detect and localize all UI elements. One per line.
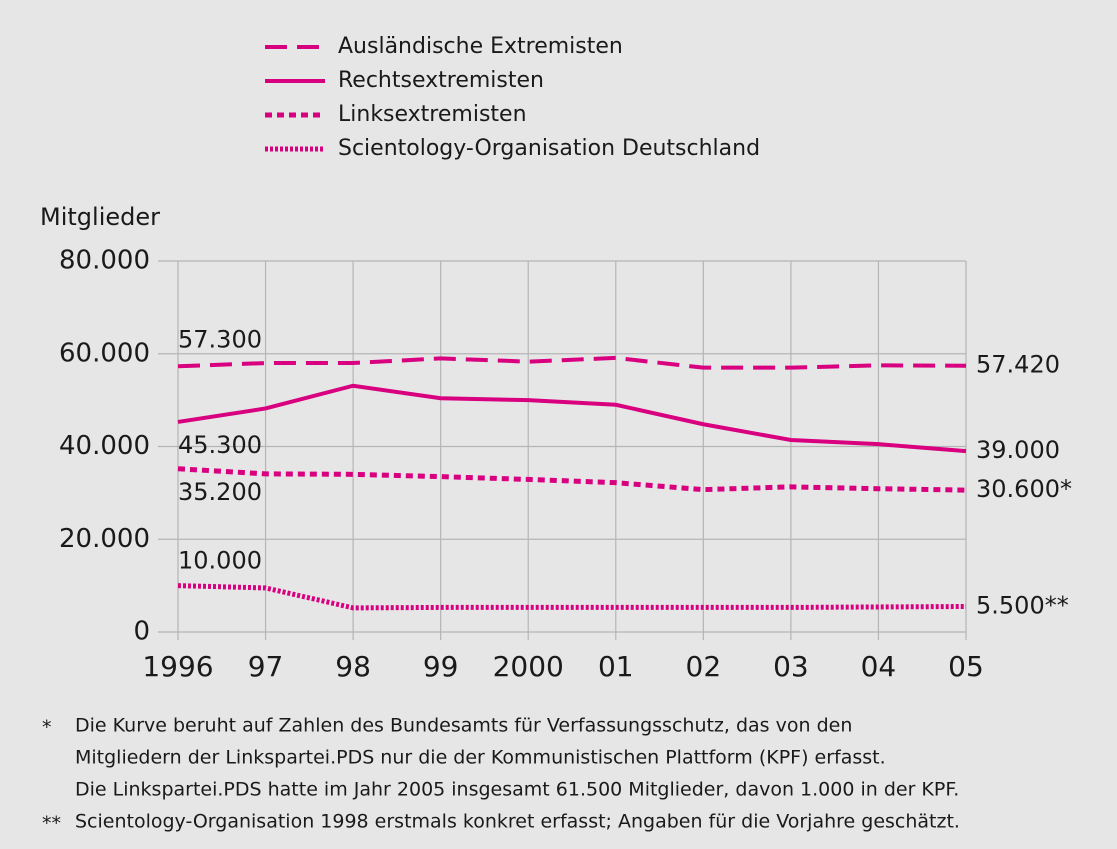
footnote-text: Die Linkspartei.PDS hatte im Jahr 2005 i… [75,779,959,801]
data-label: 57.420 [976,351,1060,379]
footnote-text: Mitgliedern der Linkspartei.PDS nur die … [75,747,886,769]
legend-label: Linksextremisten [338,102,527,127]
series-line [177,583,967,611]
y-tick-label: 0 [133,617,150,647]
legend-label: Scientology-Organisation Deutschland [338,136,760,161]
x-tick-label: 2000 [493,650,564,683]
x-tick-label: 02 [686,650,722,683]
x-tick-label: 01 [598,650,634,683]
data-label: 45.300 [178,431,262,459]
data-label: 5.500** [976,591,1069,619]
footnote-marker: ** [42,813,61,835]
y-tick-label: 80.000 [59,246,150,276]
data-label: 30.600* [976,475,1072,503]
y-tick-label: 40.000 [59,431,150,461]
x-tick-label: 04 [861,650,897,683]
series-line [177,466,967,493]
footnote-text: Scientology-Organisation 1998 erstmals k… [75,811,960,833]
y-axis-label: Mitglieder [40,203,160,231]
x-tick-label: 98 [335,650,371,683]
y-tick-label: 60.000 [59,338,150,368]
data-label: 57.300 [178,325,262,353]
legend-label: Ausländische Extremisten [338,34,623,59]
data-label: 35.200 [178,478,262,506]
data-label: 39.000 [976,436,1060,464]
x-tick-label: 03 [773,650,809,683]
x-tick-label: 99 [423,650,459,683]
footnote-text: Die Kurve beruht auf Zahlen des Bundesam… [75,715,852,737]
x-tick-label: 05 [948,650,984,683]
x-tick-label: 1996 [142,650,213,683]
footnote-marker: * [42,717,52,739]
y-tick-label: 20.000 [59,524,150,554]
data-label: 10.000 [178,547,262,575]
series-line [177,383,967,454]
series-line [177,355,967,370]
legend-label: Rechtsextremisten [338,68,544,93]
x-tick-label: 97 [248,650,284,683]
